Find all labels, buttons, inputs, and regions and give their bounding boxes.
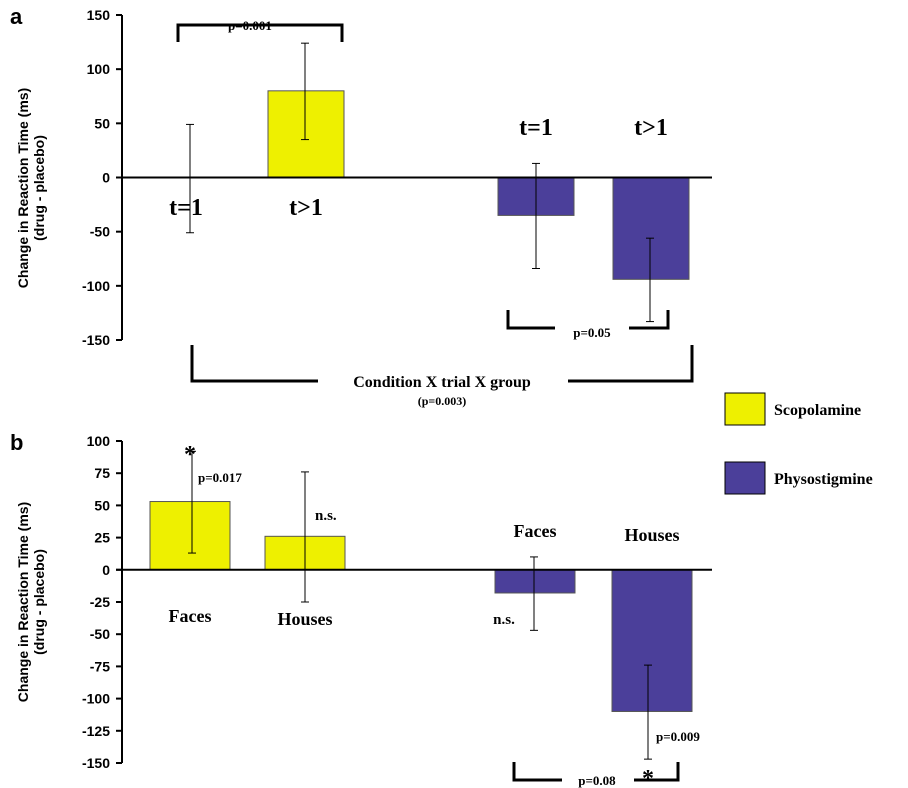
panel-a-label: a — [10, 4, 23, 29]
y-tick-label: -125 — [82, 723, 110, 739]
y-tick-label: 50 — [94, 497, 110, 513]
panel-a-ylabel: Change in Reaction Time (ms) (drug - pla… — [15, 88, 47, 288]
bar — [612, 177, 690, 280]
panel-a-interaction-p: (p=0.003) — [418, 394, 467, 408]
bar — [149, 501, 231, 571]
bar-label: Houses — [277, 609, 332, 629]
legend: Scopolamine Physostigmine — [724, 392, 873, 495]
legend-swatch-physostigmine — [724, 461, 766, 495]
bar-label: t=1 — [519, 115, 553, 141]
legend-swatch-scopolamine — [724, 392, 766, 426]
y-tick-label: -150 — [82, 755, 110, 771]
panel-a-top-bracket-label: p=0.001 — [228, 18, 272, 33]
panel-a-plot: 150 100 50 0 -50 -100 -150 t=1 t>1 t=1 t>1 — [82, 7, 712, 348]
y-tick-label: 50 — [94, 115, 110, 131]
panel-b-plot: 100 75 50 25 0 -25 -50 -75 -100 -125 -150 Faces Hous… — [82, 433, 712, 771]
y-tick-label: -50 — [90, 626, 110, 642]
panel-a-bottom-bracket-gap — [555, 322, 629, 342]
bar-label: Faces — [514, 521, 557, 541]
y-tick-label: -75 — [90, 658, 110, 674]
panel-b-ylabel-line2: (drug - placebo) — [31, 549, 47, 655]
y-tick-label: 0 — [102, 170, 110, 186]
y-tick-label: 100 — [87, 61, 111, 77]
y-tick-label: -100 — [82, 278, 110, 294]
panel-b-star-1: * — [184, 442, 196, 468]
panel-b-label: b — [10, 430, 23, 455]
y-tick-label: -50 — [90, 224, 110, 240]
panel-b-ns-1: n.s. — [315, 508, 337, 524]
bar — [494, 569, 576, 594]
bar-label: t>1 — [289, 195, 323, 221]
y-tick-label: 100 — [87, 433, 111, 449]
panel-a-ylabel-line1: Change in Reaction Time (ms) — [15, 88, 31, 288]
y-tick-label: 150 — [87, 7, 111, 23]
panel-b-star-2: * — [642, 766, 654, 788]
bar — [267, 90, 345, 178]
panel-a-interaction-label: Condition X trial X group — [353, 374, 531, 391]
y-tick-label: -100 — [82, 691, 110, 707]
bar-label: Faces — [169, 606, 212, 626]
y-tick-label: -150 — [82, 332, 110, 348]
panel-b-ylabel-line1: Change in Reaction Time (ms) — [15, 502, 31, 702]
y-tick-label: 25 — [94, 530, 110, 546]
panel-b-bottom-bracket-gap — [562, 772, 634, 788]
panel-b-ylabel: Change in Reaction Time (ms) (drug - pla… — [15, 502, 47, 702]
panel-b-p-1: p=0.017 — [198, 470, 242, 485]
legend-label-physostigmine: Physostigmine — [774, 471, 873, 488]
bar — [611, 569, 693, 712]
y-tick-label: 0 — [102, 562, 110, 578]
bar-label: t>1 — [634, 115, 668, 141]
panel-a-top-bracket — [176, 23, 344, 42]
y-tick-label: -25 — [90, 594, 110, 610]
panel-a-bottom-bracket-label: p=0.05 — [573, 325, 611, 340]
panel-b-bottom-bracket-label: p=0.08 — [578, 773, 616, 788]
panel-a-ylabel-line2: (drug - placebo) — [31, 135, 47, 241]
legend-label-scopolamine: Scopolamine — [774, 402, 861, 419]
panel-a-interaction-gap — [318, 370, 568, 392]
bar-label: t=1 — [169, 195, 203, 221]
panel-b-p-2: p=0.009 — [656, 729, 700, 744]
panel-b-ns-2: n.s. — [493, 612, 515, 628]
bar-label: Houses — [624, 525, 679, 545]
y-tick-label: 75 — [94, 465, 110, 481]
